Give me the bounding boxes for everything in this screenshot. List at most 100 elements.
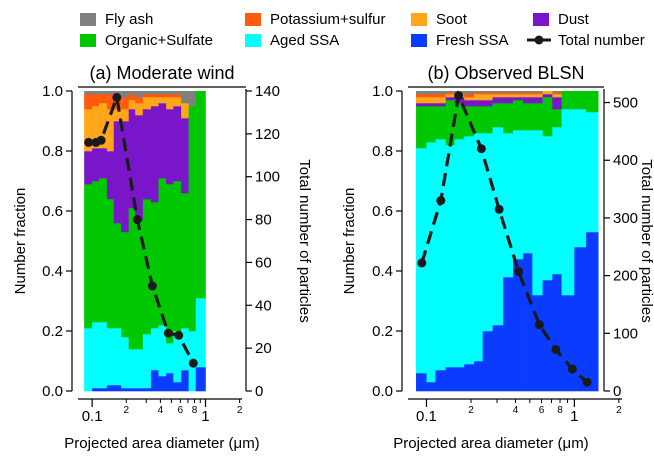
bar-segment-fly-ash — [513, 91, 524, 93]
bar-segment-aged-ssa — [84, 328, 93, 392]
y-tick-label: 0.4 — [372, 263, 393, 280]
bar-segment-organic-sulfate — [188, 106, 197, 332]
legend-label-fly-ash: Fly ash — [105, 11, 153, 28]
bar-segment-dust — [92, 148, 100, 182]
bar-segment-fly-ash — [503, 91, 514, 93]
legend-label-potassium-sulfur: Potassium+sulfur — [270, 11, 385, 28]
legend-marker-total-number — [534, 35, 544, 45]
y2-tick-label: 20 — [255, 340, 272, 357]
bar-segment-dust — [142, 109, 152, 200]
bar-segment-potassium-sulfur — [121, 97, 129, 110]
bar-segment-soot — [158, 97, 167, 104]
bar-segment-soot — [150, 97, 159, 107]
bar-segment-fresh-ssa — [552, 274, 562, 392]
x-minor-tick-label: 2 — [616, 405, 622, 416]
bar-segment-fresh-ssa — [92, 388, 100, 392]
bar-segment-fly-ash — [492, 91, 504, 93]
total-number-point — [174, 330, 184, 340]
y2-tick-label: 200 — [613, 268, 638, 285]
bar-segment-potassium-sulfur — [464, 94, 475, 98]
y2-tick-label: 0 — [613, 383, 621, 400]
bar-segment-soot — [464, 97, 475, 101]
bar-segment-aged-ssa — [503, 133, 514, 278]
bar-segment-aged-ssa — [492, 127, 504, 326]
bar-segment-fly-ash — [99, 91, 108, 95]
total-number-point — [188, 358, 198, 368]
y-tick-label: 0.0 — [42, 383, 63, 400]
y-tick-label: 0.8 — [372, 143, 393, 160]
bar-segment-fly-ash — [84, 91, 93, 95]
bar-segment-organic-sulfate — [474, 106, 483, 134]
bar-segment-fly-ash — [173, 91, 182, 95]
bar-segment-fresh-ssa — [173, 382, 182, 392]
total-number-point — [84, 137, 94, 147]
y-tick-label: 0.4 — [42, 263, 63, 280]
bar-segment-fresh-ssa — [532, 295, 543, 392]
bar-segment-fresh-ssa — [113, 385, 122, 392]
total-number-point — [567, 364, 577, 374]
bar-segment-aged-ssa — [128, 349, 136, 389]
bar-segment-fly-ash — [158, 91, 167, 95]
legend-swatch-aged-ssa — [245, 34, 261, 47]
total-number-point — [476, 144, 486, 154]
bar-segment-organic-sulfate — [195, 91, 206, 299]
y2-tick-label: 80 — [255, 212, 272, 229]
bar-segment-organic-sulfate — [158, 178, 167, 326]
bar-segment-organic-sulfate — [445, 100, 455, 146]
bar-segment-aged-ssa — [113, 328, 122, 386]
bar-segment-aged-ssa — [99, 322, 108, 389]
bar-segment-dust — [99, 148, 108, 179]
y2-tick-label: 40 — [255, 297, 272, 314]
bar-segment-fresh-ssa — [166, 373, 174, 392]
bar-segment-soot — [474, 94, 483, 101]
bar-segment-dust — [552, 97, 562, 110]
bar-segment-soot — [482, 94, 493, 101]
total-number-point — [163, 328, 173, 338]
y2-axis-label: Total number of particles — [638, 159, 654, 322]
legend-label-organic-sulfate: Organic+Sulfate — [105, 32, 213, 49]
bar-segment-organic-sulfate — [586, 91, 599, 113]
x-tick-label: 1 — [201, 408, 209, 425]
bar-segment-dust — [435, 103, 447, 107]
bar-segment-fly-ash — [135, 91, 144, 98]
y2-tick-label: 0 — [255, 383, 263, 400]
bar-segment-aged-ssa — [92, 322, 100, 389]
bar-segment-aged-ssa — [474, 133, 483, 362]
bar-segment-fly-ash — [474, 91, 483, 93]
bar-segment-aged-ssa — [454, 139, 465, 368]
bar-segment-fresh-ssa — [121, 388, 129, 392]
y2-tick-label: 140 — [255, 83, 280, 100]
bar-segment-aged-ssa — [426, 142, 436, 383]
total-number-point — [147, 281, 157, 291]
y2-tick-label: 300 — [613, 210, 638, 227]
y2-tick-label: 120 — [255, 126, 280, 143]
bar-segment-potassium-sulfur — [84, 94, 93, 110]
bar-segment-fly-ash — [445, 91, 455, 93]
bar-segment-dust — [523, 97, 533, 104]
legend: Fly ash Potassium+sulfur Soot Dust Organic+S… — [80, 11, 645, 49]
bar-segment-fresh-ssa — [150, 370, 159, 392]
bar-segment-dust — [482, 100, 493, 107]
bar-segment-organic-sulfate — [523, 103, 533, 131]
legend-swatch-fly-ash — [80, 13, 96, 26]
bar-segment-organic-sulfate — [166, 184, 174, 344]
bar-segment-fresh-ssa — [586, 232, 599, 392]
bar-segment-organic-sulfate — [426, 106, 436, 143]
bar-segment-aged-ssa — [523, 130, 533, 254]
bar-segment-soot — [92, 106, 100, 149]
bar-segment-dust — [416, 103, 427, 107]
legend-swatch-soot — [411, 13, 427, 26]
total-number-point — [132, 215, 142, 225]
total-number-point — [582, 377, 592, 387]
bar-segment-dust — [454, 97, 465, 104]
bar-segment-dust — [474, 100, 483, 107]
bar-segment-fly-ash — [426, 91, 436, 95]
bar-segment-aged-ssa — [513, 130, 524, 260]
total-number-point — [417, 258, 427, 268]
bar-segment-aged-ssa — [482, 133, 493, 332]
bar-segment-fly-ash — [121, 91, 129, 98]
bar-segment-potassium-sulfur — [150, 94, 159, 98]
bar-segment-fly-ash — [188, 91, 197, 107]
y-tick-label: 1.0 — [42, 83, 63, 100]
